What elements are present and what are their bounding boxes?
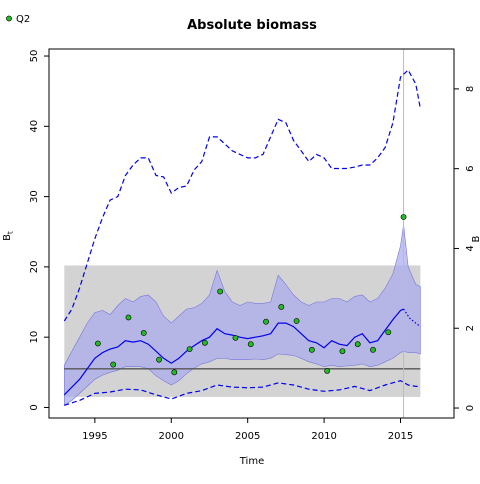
- x-tick-label: 2005: [235, 431, 260, 442]
- data-point-q2: [110, 361, 117, 368]
- y-axis-label-main: B: [2, 234, 13, 241]
- data-point-q2: [308, 346, 315, 353]
- y-tick-label: 40: [29, 120, 40, 133]
- data-point-q2: [293, 318, 300, 324]
- data-point-q2: [263, 318, 269, 325]
- x-tick-label: 2015: [388, 431, 413, 442]
- data-point-q2: [247, 341, 254, 348]
- right-tick-label: 0: [465, 405, 476, 411]
- series-estimate-solid-0: [63, 308, 404, 396]
- x-axis-label: Time: [239, 456, 264, 467]
- y-tick-label: 30: [29, 190, 40, 203]
- y-axis-label-subscript: t: [7, 231, 15, 234]
- right-tick-label: 8: [465, 86, 476, 92]
- data-point-q2: [217, 288, 224, 295]
- data-point-q2: [324, 368, 331, 374]
- x-tick-label: 2000: [159, 431, 184, 442]
- legend-marker-q2: [6, 15, 12, 22]
- right-tick-label: 6: [465, 165, 476, 171]
- data-point-q2: [171, 369, 178, 376]
- data-point-q2: [339, 348, 346, 355]
- series-estimate-dotted-1: [403, 308, 421, 328]
- data-point-q2: [201, 339, 208, 346]
- chart-title: Absolute biomass: [187, 18, 317, 33]
- right-tick-label: 2: [465, 325, 476, 331]
- data-point-q2: [95, 340, 101, 347]
- legend-label-q2: Q2: [16, 14, 30, 25]
- x-tick-label: 1995: [82, 431, 107, 442]
- y-tick-label: 0: [29, 404, 40, 410]
- data-point-q2: [140, 330, 147, 336]
- y-tick-label: 20: [29, 261, 40, 274]
- right-axis: 0 2 4 6 8: [454, 86, 476, 411]
- y-tick-label: 10: [29, 331, 40, 344]
- right-axis-label: B: [471, 235, 480, 242]
- data-point-q2: [354, 341, 361, 348]
- data-point-q2: [125, 314, 132, 321]
- data-point-q2: [370, 346, 376, 353]
- data-point-q2: [232, 334, 239, 341]
- series-upper_ci-dashed-2: [63, 69, 421, 322]
- y-axis-label: Bt: [2, 231, 15, 241]
- y-axis: 0 10 20 30 40 50: [29, 50, 49, 411]
- data-point-q2: [385, 329, 392, 336]
- x-axis: 1995 2000 2005 2010 2015: [82, 418, 413, 442]
- x-tick-label: 2010: [311, 431, 336, 442]
- right-tick-label: 4: [465, 245, 476, 251]
- plot-frame: [48, 48, 455, 419]
- y-tick-label: 50: [29, 50, 40, 63]
- data-point-q2: [278, 304, 285, 310]
- data-point-q2: [186, 346, 193, 353]
- plot-area: [63, 49, 421, 418]
- data-point-q2: [400, 214, 407, 220]
- legend: Q2: [6, 14, 30, 25]
- data-point-q2: [156, 356, 162, 363]
- series-lower_ci-dashed-3: [64, 380, 421, 406]
- confidence-band: [64, 224, 421, 406]
